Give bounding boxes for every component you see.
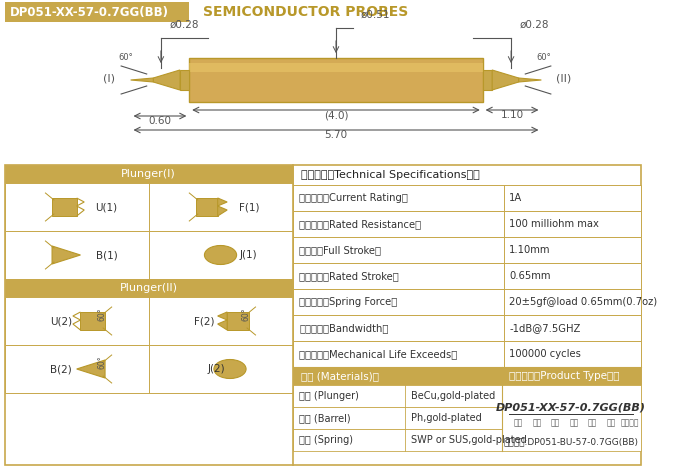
Text: Ph,gold-plated: Ph,gold-plated: [411, 413, 481, 423]
Text: 20±5gf@load 0.65mm(0.7oz): 20±5gf@load 0.65mm(0.7oz): [509, 297, 657, 307]
Text: (4.0): (4.0): [324, 110, 349, 120]
FancyBboxPatch shape: [293, 211, 641, 237]
Text: 100 milliohm max: 100 milliohm max: [509, 219, 599, 229]
Text: U(1): U(1): [95, 202, 118, 212]
Text: 镀金: 镀金: [606, 418, 616, 428]
FancyBboxPatch shape: [502, 385, 641, 451]
Text: 总长: 总长: [569, 418, 578, 428]
FancyBboxPatch shape: [190, 58, 483, 102]
Text: 材质 (Materials)：: 材质 (Materials)：: [301, 371, 379, 381]
Text: U(2): U(2): [50, 316, 72, 326]
Text: DP051-XX-57-0.7GG(BB): DP051-XX-57-0.7GG(BB): [496, 402, 646, 412]
Text: 针头材质: 针头材质: [620, 418, 638, 428]
FancyBboxPatch shape: [5, 2, 190, 22]
Text: (II): (II): [556, 73, 571, 83]
Text: 额定行程（Rated Stroke）: 额定行程（Rated Stroke）: [299, 271, 399, 281]
Text: ø0.51: ø0.51: [361, 10, 391, 20]
Ellipse shape: [205, 245, 237, 265]
Text: 1.10: 1.10: [501, 110, 524, 120]
Text: 60°: 60°: [537, 53, 552, 62]
FancyBboxPatch shape: [5, 297, 293, 345]
FancyBboxPatch shape: [293, 367, 502, 385]
Text: 头型: 头型: [551, 418, 560, 428]
Text: 弹簧 (Spring): 弹簧 (Spring): [299, 435, 353, 445]
Polygon shape: [218, 312, 227, 330]
FancyBboxPatch shape: [293, 263, 641, 289]
Text: F(1): F(1): [239, 202, 260, 212]
Text: 额定电阔（Rated Resistance）: 额定电阔（Rated Resistance）: [299, 219, 421, 229]
FancyBboxPatch shape: [293, 407, 502, 429]
Text: 1A: 1A: [509, 193, 522, 203]
Text: 60°: 60°: [98, 307, 106, 321]
Text: 技术要求（Technical Specifications）：: 技术要求（Technical Specifications）：: [301, 170, 479, 180]
Polygon shape: [52, 198, 76, 216]
Text: J(1): J(1): [239, 250, 257, 260]
Text: 5.70: 5.70: [325, 130, 348, 140]
Text: J(2): J(2): [207, 364, 225, 374]
Text: B(2): B(2): [50, 364, 72, 374]
Text: F(2): F(2): [194, 316, 215, 326]
Text: 0.65mm: 0.65mm: [509, 271, 550, 281]
FancyBboxPatch shape: [5, 231, 293, 279]
FancyBboxPatch shape: [5, 165, 293, 183]
Text: 成品型号（Product Type）：: 成品型号（Product Type）：: [509, 371, 620, 381]
Text: 订购举例:DP051-BU-57-0.7GG(BB): 订购举例:DP051-BU-57-0.7GG(BB): [503, 438, 638, 446]
Text: 针头 (Plunger): 针头 (Plunger): [299, 391, 359, 401]
FancyBboxPatch shape: [293, 237, 641, 263]
Polygon shape: [153, 70, 180, 90]
Polygon shape: [492, 70, 518, 90]
Polygon shape: [196, 198, 218, 216]
Text: BeCu,gold-plated: BeCu,gold-plated: [411, 391, 495, 401]
Text: 针管 (Barrel): 针管 (Barrel): [299, 413, 351, 423]
Polygon shape: [227, 312, 249, 330]
FancyBboxPatch shape: [293, 289, 641, 315]
FancyBboxPatch shape: [190, 63, 483, 72]
Text: SEMICONDUCTOR PROBES: SEMICONDUCTOR PROBES: [203, 5, 409, 19]
FancyBboxPatch shape: [5, 165, 641, 465]
Text: Plunger(I): Plunger(I): [121, 169, 176, 179]
Text: 1.10mm: 1.10mm: [509, 245, 550, 255]
Text: 频率带宽（Bandwidth）: 频率带宽（Bandwidth）: [299, 323, 389, 333]
FancyBboxPatch shape: [293, 385, 502, 407]
FancyBboxPatch shape: [5, 183, 293, 231]
Text: ø0.28: ø0.28: [520, 20, 550, 30]
Text: 弹力: 弹力: [588, 418, 597, 428]
Text: B(1): B(1): [95, 250, 117, 260]
FancyBboxPatch shape: [293, 185, 641, 211]
FancyBboxPatch shape: [180, 70, 190, 90]
Text: 0.60: 0.60: [149, 116, 171, 126]
Text: 规格: 规格: [533, 418, 542, 428]
FancyBboxPatch shape: [483, 70, 492, 90]
Polygon shape: [52, 246, 80, 264]
Text: 60°: 60°: [119, 53, 133, 62]
Polygon shape: [518, 78, 542, 82]
Text: ø0.28: ø0.28: [170, 20, 199, 30]
Text: -1dB@7.5GHZ: -1dB@7.5GHZ: [509, 323, 580, 333]
Polygon shape: [80, 312, 105, 330]
FancyBboxPatch shape: [502, 367, 641, 385]
Text: 额定弹力（Spring Force）: 额定弹力（Spring Force）: [299, 297, 398, 307]
FancyBboxPatch shape: [293, 315, 641, 341]
Text: 测试寿命（Mechanical Life Exceeds）: 测试寿命（Mechanical Life Exceeds）: [299, 349, 458, 359]
Text: Plunger(II): Plunger(II): [119, 283, 177, 293]
Text: 额定电流（Current Rating）: 额定电流（Current Rating）: [299, 193, 408, 203]
Polygon shape: [131, 78, 153, 82]
Polygon shape: [76, 360, 105, 378]
Text: 60°: 60°: [241, 307, 250, 321]
Text: DP051-XX-57-0.7GG(BB): DP051-XX-57-0.7GG(BB): [10, 6, 168, 18]
FancyBboxPatch shape: [5, 279, 293, 297]
Text: SWP or SUS,gold-plated: SWP or SUS,gold-plated: [411, 435, 527, 445]
Text: 60°: 60°: [98, 355, 106, 368]
Polygon shape: [218, 198, 227, 216]
Text: 100000 cycles: 100000 cycles: [509, 349, 581, 359]
Text: 满行程（Full Stroke）: 满行程（Full Stroke）: [299, 245, 381, 255]
Text: (I): (I): [103, 73, 115, 83]
FancyBboxPatch shape: [293, 429, 502, 451]
Ellipse shape: [214, 360, 246, 378]
FancyBboxPatch shape: [5, 345, 293, 393]
Text: 系列: 系列: [514, 418, 523, 428]
FancyBboxPatch shape: [293, 341, 641, 367]
